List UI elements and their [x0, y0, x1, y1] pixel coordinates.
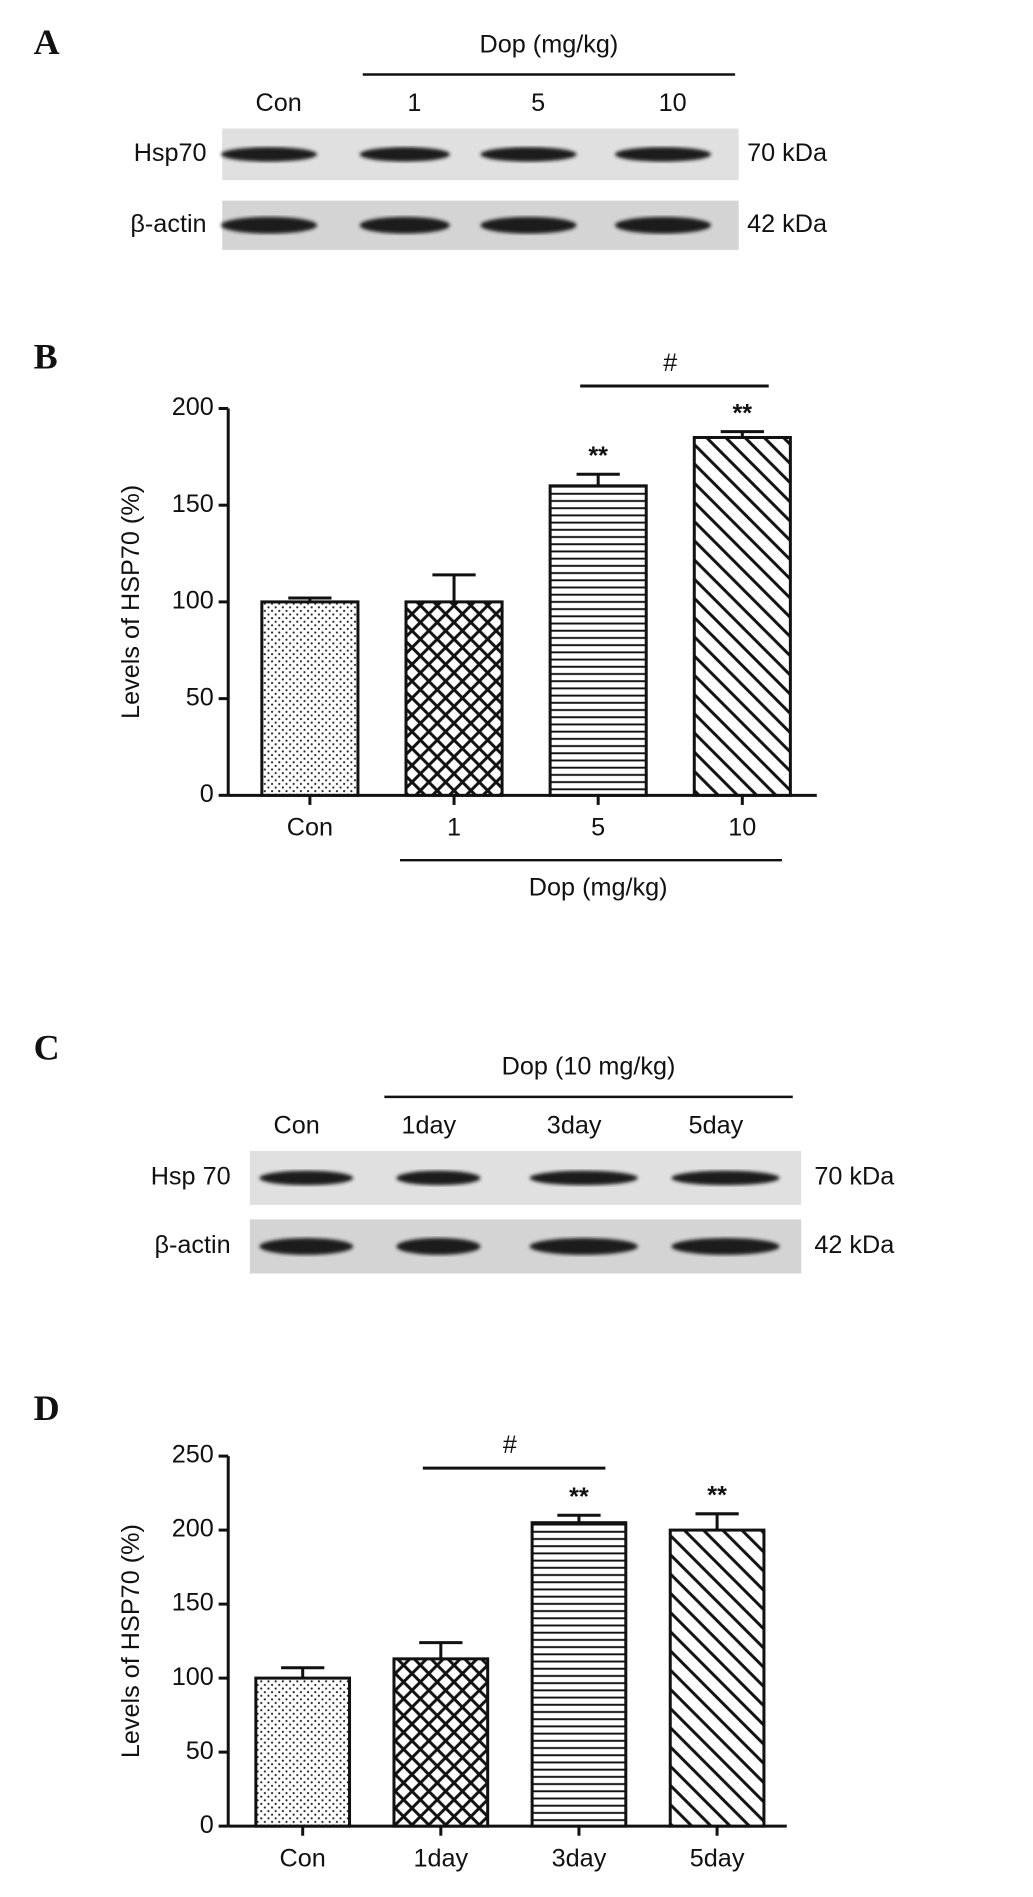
y-tick-label: 0: [200, 1811, 214, 1839]
group-label: Dop (mg/kg): [480, 30, 619, 58]
error-bar: [419, 1641, 463, 1659]
lane-label: Con: [274, 1112, 320, 1140]
error-bar: [576, 472, 620, 486]
y-tick-label: 100: [172, 1663, 214, 1691]
lane-label: 10: [659, 89, 687, 117]
band: [671, 1238, 780, 1255]
bar: [404, 600, 504, 797]
row-name: β-actin: [130, 210, 206, 238]
lane-label: 5day: [689, 1112, 744, 1140]
y-tick-label: 150: [172, 490, 214, 518]
band: [259, 1170, 354, 1186]
row-name: Hsp 70: [151, 1163, 231, 1191]
x-tick-label: Con: [280, 1844, 326, 1872]
y-tick-label: 150: [172, 1589, 214, 1617]
band: [359, 216, 450, 234]
panel-label: D: [34, 1388, 60, 1428]
row-name: β-actin: [154, 1231, 230, 1259]
bar: [392, 1657, 490, 1828]
error-bar: [281, 1666, 325, 1679]
group-label: Dop (10 mg/kg): [502, 1053, 676, 1081]
y-tick-label: 200: [172, 393, 214, 421]
x-tick-label: 5: [591, 814, 605, 842]
lane-label: 5: [531, 89, 545, 117]
bar: [254, 1676, 352, 1828]
y-tick-label: 250: [172, 1441, 214, 1469]
row-size: 70 kDa: [814, 1163, 895, 1191]
panel-label: A: [34, 22, 60, 62]
row-size: 42 kDa: [747, 210, 828, 238]
significance: **: [588, 442, 608, 470]
band: [529, 1238, 638, 1255]
significance: **: [732, 400, 752, 428]
y-tick-label: 50: [186, 1737, 214, 1765]
band: [671, 1170, 780, 1186]
significance: **: [569, 1483, 589, 1511]
band: [480, 216, 577, 234]
lane-label: Con: [256, 89, 302, 117]
y-axis-label: Levels of HSP70 (%): [117, 1524, 145, 1758]
lane-label: 1day: [401, 1112, 456, 1140]
x-tick-label: 5day: [690, 1844, 745, 1872]
band: [614, 216, 712, 234]
panel-label: C: [34, 1027, 60, 1067]
band: [396, 1238, 481, 1255]
x-tick-label: 10: [728, 814, 756, 842]
significance: **: [707, 1482, 727, 1510]
bar: [530, 1521, 628, 1828]
x-tick-label: 1day: [413, 1844, 468, 1872]
bar: [668, 1528, 766, 1828]
y-tick-label: 200: [172, 1515, 214, 1543]
x-tick-label: 3day: [552, 1844, 607, 1872]
band: [614, 147, 712, 162]
bar: [548, 484, 648, 797]
band: [359, 147, 450, 162]
panel-label: B: [34, 337, 58, 377]
bar: [692, 435, 792, 797]
lane-label: 1: [407, 89, 421, 117]
error-bar: [695, 1512, 739, 1531]
lane-label: 3day: [547, 1112, 602, 1140]
band: [396, 1170, 481, 1186]
error-bar: [432, 573, 476, 602]
band: [221, 147, 318, 162]
y-axis-label: Levels of HSP70 (%): [117, 485, 145, 719]
group-label: Dop (mg/kg): [529, 874, 668, 902]
bar: [260, 600, 360, 797]
y-tick-label: 100: [172, 587, 214, 615]
y-tick-label: 0: [200, 780, 214, 808]
band: [221, 216, 318, 234]
row-size: 42 kDa: [814, 1231, 895, 1259]
row-size: 70 kDa: [747, 139, 828, 167]
band: [480, 147, 577, 162]
x-tick-label: 1: [447, 814, 461, 842]
bracket-label: #: [503, 1431, 517, 1459]
band: [259, 1238, 354, 1255]
row-name: Hsp70: [134, 139, 207, 167]
bracket-label: #: [663, 349, 677, 377]
band: [529, 1170, 638, 1186]
x-tick-label: Con: [287, 814, 333, 842]
y-tick-label: 50: [186, 683, 214, 711]
